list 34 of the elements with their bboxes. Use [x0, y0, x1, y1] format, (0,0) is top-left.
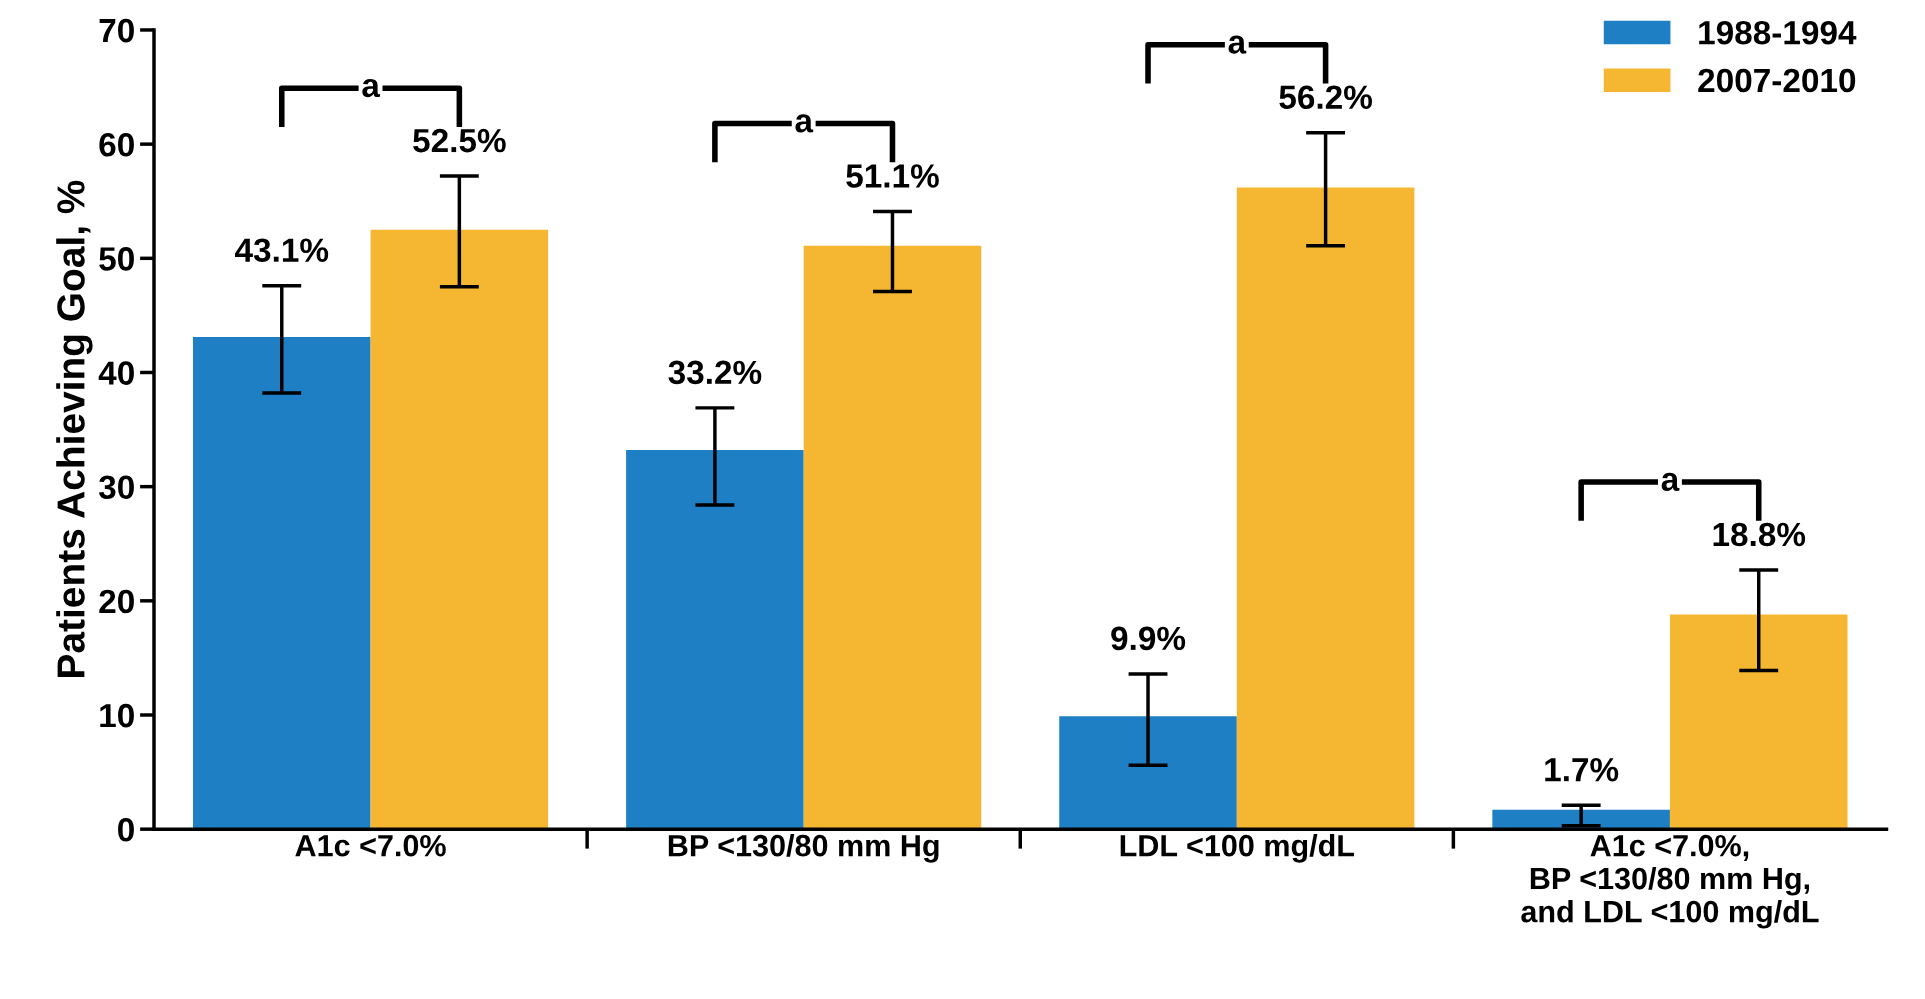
y-tick-label: 10: [100, 703, 134, 728]
x-tick-label: A1c <7.0%: [295, 834, 446, 857]
data-label: 56.2%: [1279, 85, 1372, 110]
y-tick-label: 30: [98, 475, 134, 500]
y-tick-label: 0: [118, 817, 134, 842]
data-label: 1.7%: [1545, 757, 1619, 782]
y-tick-label: 50: [99, 247, 134, 271]
y-tick-label: 60: [99, 132, 134, 157]
y-tick-label: 70: [99, 18, 134, 43]
bar: [1059, 716, 1237, 830]
data-label: 51.1%: [846, 164, 939, 188]
annotation: a: [362, 78, 381, 98]
data-label: 43.1%: [235, 238, 329, 263]
y-tick-label: 40: [98, 361, 134, 385]
annotation: a: [1661, 472, 1680, 492]
x-tick-label: LDL <100 mg/dL: [1120, 834, 1355, 863]
legend-label: 2007-2010: [1698, 68, 1856, 93]
y-axis-title: Patients Achieving Goal, %: [56, 180, 93, 677]
annotation: a: [795, 114, 814, 133]
x-tick-label: BP <130/80 mm Hg: [668, 834, 939, 863]
data-label: 33.2%: [668, 360, 762, 385]
x-tick-label: A1c <7.0%, BP <130/80 mm Hg, and LDL <100 mg/dL: [1521, 834, 1819, 929]
bar: [370, 229, 549, 830]
bar: [626, 450, 804, 830]
data-label: 18.8%: [1713, 522, 1806, 547]
data-label: 52.5%: [413, 128, 506, 153]
bar: [803, 245, 982, 830]
annotation: a: [1228, 35, 1247, 54]
bar: [1236, 187, 1415, 830]
legend-label: 1988-1994: [1699, 20, 1857, 45]
bar: [1669, 614, 1848, 830]
data-label: 9.9%: [1111, 626, 1186, 651]
y-tick-label: 20: [99, 589, 134, 614]
bar: [192, 337, 371, 830]
